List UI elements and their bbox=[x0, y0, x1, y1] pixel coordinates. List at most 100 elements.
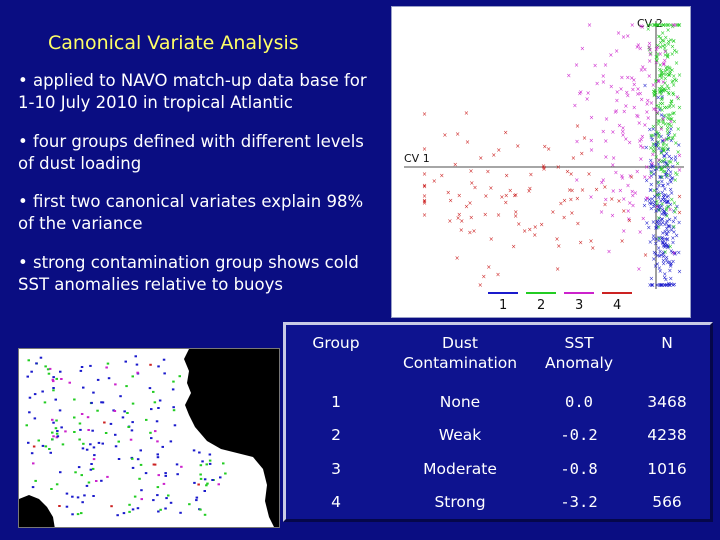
map-point bbox=[32, 445, 36, 448]
scatter-point: × bbox=[661, 22, 666, 29]
scatter-point: × bbox=[661, 195, 666, 202]
scatter-point: × bbox=[656, 245, 661, 252]
scatter-point: × bbox=[669, 98, 674, 105]
scatter-point: × bbox=[672, 132, 677, 139]
scatter-point: × bbox=[677, 22, 682, 29]
scatter-point: × bbox=[676, 22, 681, 29]
scatter-point: × bbox=[659, 216, 664, 223]
scatter-point: × bbox=[652, 188, 657, 195]
map-point bbox=[39, 356, 43, 359]
scatter-point: × bbox=[481, 274, 486, 281]
scatter-point: × bbox=[654, 154, 659, 161]
map-svg bbox=[19, 349, 279, 527]
scatter-point: × bbox=[665, 162, 670, 169]
scatter-point: × bbox=[488, 185, 493, 192]
scatter-point: × bbox=[669, 98, 674, 105]
map-point bbox=[117, 440, 120, 443]
scatter-point: × bbox=[670, 235, 675, 242]
scatter-point: × bbox=[655, 202, 660, 209]
scatter-point: × bbox=[627, 200, 632, 207]
scatter-point: × bbox=[668, 243, 673, 250]
scatter-point: × bbox=[620, 175, 625, 182]
scatter-point: × bbox=[665, 181, 670, 188]
scatter-point: × bbox=[638, 46, 643, 53]
scatter-point: × bbox=[660, 220, 665, 227]
header-sst: SST Anomaly bbox=[545, 334, 614, 372]
scatter-point: × bbox=[655, 252, 660, 259]
scatter-point: × bbox=[659, 72, 664, 79]
map-point bbox=[92, 495, 95, 497]
scatter-point: × bbox=[668, 126, 673, 133]
scatter-point: × bbox=[662, 153, 667, 160]
map-point bbox=[206, 482, 209, 485]
scatter-point: × bbox=[469, 214, 474, 221]
scatter-point: × bbox=[662, 58, 667, 65]
scatter-point: × bbox=[515, 143, 520, 150]
map-point bbox=[73, 416, 76, 419]
scatter-point: × bbox=[625, 93, 630, 100]
map-point bbox=[55, 419, 58, 422]
map-point bbox=[54, 398, 57, 401]
map-point bbox=[164, 474, 167, 477]
bullet-sst-anomaly: • strong contamination group shows cold … bbox=[18, 253, 359, 294]
scatter-point: × bbox=[665, 22, 670, 29]
scatter-point: × bbox=[675, 22, 680, 29]
map-point bbox=[134, 355, 137, 358]
scatter-point: × bbox=[660, 282, 665, 289]
scatter-point: × bbox=[516, 221, 521, 228]
scatter-point: × bbox=[610, 129, 615, 136]
scatter-point: × bbox=[617, 123, 622, 130]
scatter-point: × bbox=[661, 140, 666, 147]
map-point bbox=[52, 421, 55, 424]
scatter-point: × bbox=[671, 224, 676, 231]
scatter-point: × bbox=[657, 183, 662, 190]
map-point bbox=[173, 424, 177, 427]
scatter-point: × bbox=[646, 225, 651, 232]
scatter-point: × bbox=[672, 119, 677, 126]
map-point bbox=[60, 378, 63, 380]
map-point bbox=[199, 477, 203, 480]
scatter-point: × bbox=[666, 223, 671, 230]
scatter-point: × bbox=[676, 142, 681, 149]
scatter-point: × bbox=[663, 249, 668, 256]
scatter-point: × bbox=[513, 192, 518, 199]
scatter-point: × bbox=[662, 164, 667, 171]
scatter-point: × bbox=[658, 198, 663, 205]
scatter-point: × bbox=[656, 157, 661, 164]
scatter-point: × bbox=[670, 111, 675, 118]
map-point bbox=[101, 401, 105, 404]
scatter-point: × bbox=[671, 219, 676, 226]
scatter-point: × bbox=[655, 78, 660, 85]
scatter-point: × bbox=[627, 139, 632, 146]
map-point bbox=[71, 495, 74, 498]
scatter-point: × bbox=[670, 24, 675, 31]
map-point bbox=[175, 463, 179, 466]
scatter-point: × bbox=[661, 261, 666, 268]
scatter-point: × bbox=[662, 241, 667, 248]
map-point bbox=[48, 448, 51, 450]
map-point bbox=[157, 510, 160, 513]
scatter-point: × bbox=[672, 110, 677, 117]
scatter-point: × bbox=[652, 92, 657, 99]
map-point bbox=[224, 472, 227, 475]
scatter-point: × bbox=[667, 130, 672, 137]
scatter-point: × bbox=[580, 45, 585, 52]
scatter-point: × bbox=[666, 121, 671, 128]
scatter-point: × bbox=[661, 250, 666, 257]
scatter-point: × bbox=[655, 218, 660, 225]
scatter-point: × bbox=[651, 164, 656, 171]
scatter-point: × bbox=[660, 166, 665, 173]
scatter-point: × bbox=[499, 194, 504, 201]
scatter-point: × bbox=[633, 190, 638, 197]
scatter-point: × bbox=[650, 137, 655, 144]
scatter-point: × bbox=[658, 101, 663, 108]
scatter-point: × bbox=[615, 89, 620, 96]
scatter-point: × bbox=[432, 178, 437, 185]
map-point bbox=[208, 453, 212, 456]
scatter-point: × bbox=[656, 95, 661, 102]
scatter-point: × bbox=[632, 105, 637, 112]
scatter-point: × bbox=[513, 209, 518, 216]
scatter-point: × bbox=[656, 22, 661, 29]
scatter-point: × bbox=[566, 73, 571, 80]
scatter-point: × bbox=[668, 71, 673, 78]
